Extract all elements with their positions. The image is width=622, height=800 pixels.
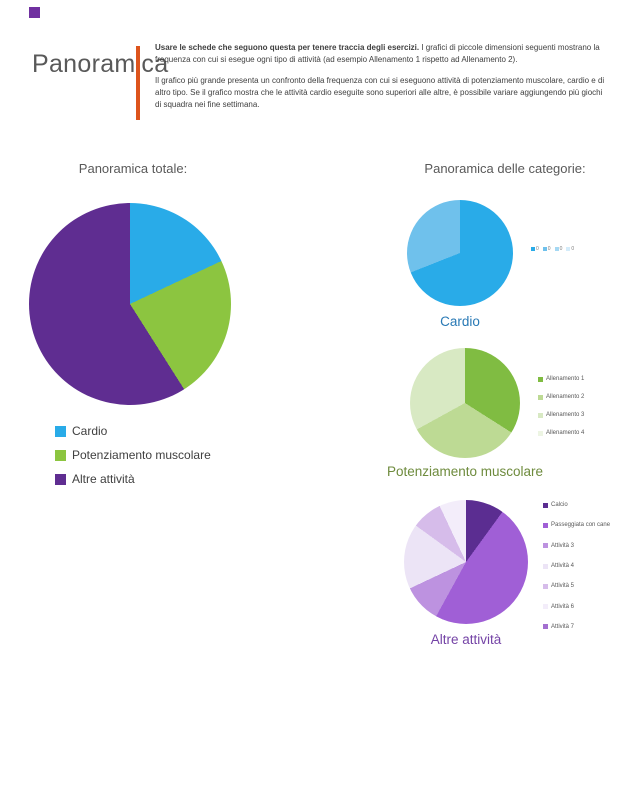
legend-item: Allenamento 2: [538, 388, 584, 406]
page-title: Panoramica: [32, 50, 169, 78]
legend-label: Attività 6: [551, 603, 575, 610]
legend-item: 0: [542, 246, 551, 252]
total-chart-title: Panoramica totale:: [78, 161, 188, 176]
legend-item: Allenamento 4: [538, 424, 584, 442]
legend-item: Allenamento 1: [538, 370, 584, 388]
legend-swatch: [543, 583, 548, 589]
legend-label: Cardio: [72, 424, 108, 438]
intro-text: Usare le schede che seguono questa per t…: [155, 42, 607, 120]
legend-label: 0: [547, 246, 551, 252]
accent-square: [29, 7, 40, 18]
legend-label: Attività 7: [551, 623, 575, 630]
legend-label: 0: [536, 246, 539, 252]
legend-item: Attività 4: [543, 556, 610, 576]
legend-label: Allenamento 2: [546, 394, 585, 400]
categories-section-title: Panoramica delle categorie:: [424, 161, 586, 176]
legend-swatch: [543, 604, 548, 610]
legend-swatch: [554, 247, 559, 251]
legend-swatch: [538, 376, 543, 382]
legend-swatch: [543, 502, 548, 508]
legend-item: Attività 5: [543, 576, 610, 596]
potenziamento-pie-chart[interactable]: [410, 348, 520, 458]
legend-label: Attività 5: [551, 583, 575, 590]
legend-swatch: [538, 430, 543, 436]
legend-label: Attività 3: [551, 542, 575, 549]
legend-swatch: [543, 563, 548, 569]
potenziamento-chart-legend: Allenamento 1 Allenamento 2 Allenamento …: [538, 370, 584, 442]
altre-attivita-chart-title: Altre attività: [430, 632, 502, 647]
legend-label: Allenamento 4: [546, 430, 585, 436]
legend-label: 0: [571, 246, 575, 252]
legend-item-cardio: Cardio: [55, 424, 211, 438]
legend-item-altre: Altre attività: [55, 472, 211, 486]
legend-label: Altre attività: [72, 472, 135, 486]
legend-item: 0: [554, 246, 563, 252]
intro-paragraph-1: Usare le schede che seguono questa per t…: [155, 42, 607, 66]
intro-bold-lead: Usare le schede che seguono questa per t…: [155, 43, 420, 52]
legend-item: Attività 3: [543, 536, 610, 556]
altre-swatch: [55, 473, 66, 485]
legend-label: Calcio: [551, 502, 568, 509]
legend-label: 0: [559, 246, 563, 252]
cardio-swatch: [55, 425, 66, 437]
legend-label: Allenamento 3: [546, 412, 585, 418]
legend-item: 0: [566, 246, 574, 252]
cardio-chart-legend: 0 0 0 0: [531, 246, 574, 252]
legend-item-potenziamento: Potenziamento muscolare: [55, 448, 211, 462]
legend-label: Allenamento 1: [546, 376, 585, 382]
legend-swatch: [538, 412, 543, 418]
divider-bar: [136, 46, 140, 120]
legend-swatch: [543, 543, 548, 549]
legend-item: Passeggiata con cane: [543, 515, 610, 535]
legend-swatch: [538, 394, 543, 400]
intro-paragraph-2: Il grafico più grande presenta un confro…: [155, 76, 605, 109]
legend-label: Attività 4: [551, 563, 575, 570]
legend-label: Passeggiata con cane: [551, 522, 611, 529]
intro-rest: I grafici di piccole dimensioni seguenti…: [155, 43, 600, 64]
altre-attivita-chart-legend: Calcio Passeggiata con cane Attività 3 A…: [543, 495, 610, 637]
legend-item: Attività 6: [543, 596, 610, 616]
legend-item: Allenamento 3: [538, 406, 584, 424]
cardio-pie-chart[interactable]: [407, 200, 513, 306]
legend-item: 0: [531, 246, 539, 252]
legend-item: Calcio: [543, 495, 610, 515]
legend-swatch: [543, 522, 548, 528]
legend-swatch: [542, 247, 547, 251]
total-chart-legend: Cardio Potenziamento muscolare Altre att…: [55, 424, 211, 496]
legend-item: Attività 7: [543, 617, 610, 637]
total-pie-chart[interactable]: [29, 203, 231, 405]
legend-swatch: [566, 247, 571, 251]
potenziamento-chart-title: Potenziamento muscolare: [386, 464, 544, 479]
altre-attivita-pie-chart[interactable]: [404, 500, 528, 624]
cardio-chart-title: Cardio: [440, 314, 480, 329]
potenziamento-swatch: [55, 449, 66, 461]
legend-swatch: [531, 247, 535, 251]
legend-swatch: [543, 624, 548, 630]
legend-label: Potenziamento muscolare: [72, 448, 211, 462]
